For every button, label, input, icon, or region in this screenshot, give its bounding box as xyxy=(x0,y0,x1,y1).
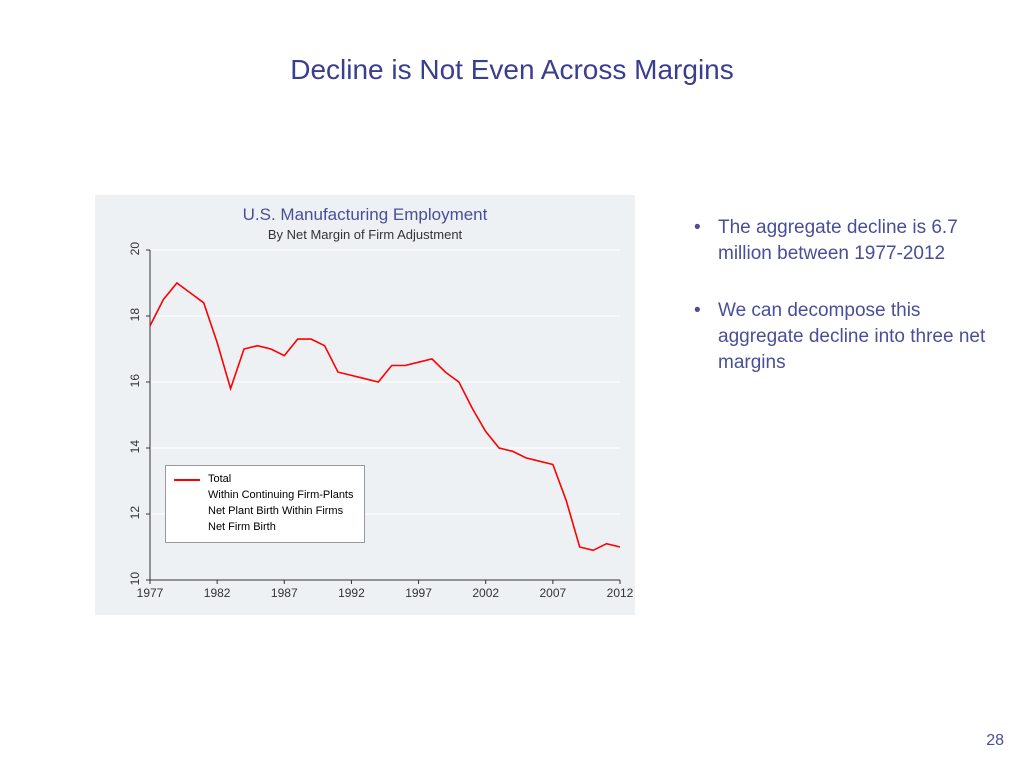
x-tick-label: 1982 xyxy=(197,586,237,600)
x-tick-label: 1992 xyxy=(331,586,371,600)
legend-entry: Net Plant Birth Within Firms xyxy=(174,504,354,520)
x-tick-label: 1987 xyxy=(264,586,304,600)
y-tick-label: 10 xyxy=(128,572,142,585)
legend-swatch xyxy=(174,527,200,529)
x-tick-label: 1977 xyxy=(130,586,170,600)
y-tick-label: 14 xyxy=(128,440,142,453)
legend-entry: Within Continuing Firm-Plants xyxy=(174,488,354,504)
legend-entry: Total xyxy=(174,472,354,488)
chart-container: U.S. Manufacturing Employment By Net Mar… xyxy=(95,195,635,615)
y-tick-label: 12 xyxy=(128,506,142,519)
legend: TotalWithin Continuing Firm-PlantsNet Pl… xyxy=(165,465,365,543)
x-tick-label: 2002 xyxy=(466,586,506,600)
legend-swatch xyxy=(174,511,200,513)
legend-swatch xyxy=(174,495,200,497)
x-tick-label: 2012 xyxy=(600,586,640,600)
chart-title: U.S. Manufacturing Employment xyxy=(95,205,635,225)
legend-label: Net Plant Birth Within Firms xyxy=(208,504,343,520)
slide-title: Decline is Not Even Across Margins xyxy=(0,54,1024,86)
chart-subtitle: By Net Margin of Firm Adjustment xyxy=(95,227,635,242)
legend-label: Within Continuing Firm-Plants xyxy=(208,488,354,504)
x-tick-label: 1997 xyxy=(399,586,439,600)
bullet-ul: The aggregate decline is 6.7 million bet… xyxy=(690,215,1000,375)
x-tick-label: 2007 xyxy=(533,586,573,600)
legend-entry: Net Firm Birth xyxy=(174,520,354,536)
bullet-list: The aggregate decline is 6.7 million bet… xyxy=(690,215,1000,407)
legend-label: Total xyxy=(208,472,231,488)
page-number: 28 xyxy=(986,732,1004,750)
bullet-item: We can decompose this aggregate decline … xyxy=(690,298,1000,375)
legend-swatch xyxy=(174,479,200,481)
bullet-item: The aggregate decline is 6.7 million bet… xyxy=(690,215,1000,266)
y-tick-label: 16 xyxy=(128,374,142,387)
y-tick-label: 18 xyxy=(128,308,142,321)
legend-label: Net Firm Birth xyxy=(208,520,276,536)
y-tick-label: 20 xyxy=(128,242,142,255)
